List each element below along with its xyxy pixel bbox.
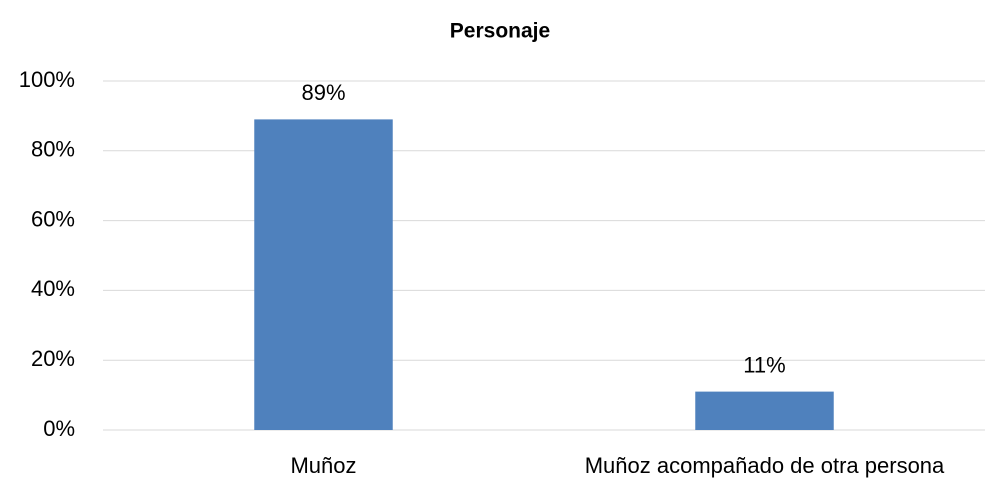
y-tick-label: 0% (43, 416, 75, 441)
y-tick-label: 80% (31, 137, 75, 162)
y-tick-label: 100% (19, 67, 75, 92)
data-label: 11% (743, 352, 785, 377)
bar (254, 119, 393, 430)
chart-title: Personaje (450, 20, 550, 43)
y-tick-label: 40% (31, 276, 75, 301)
data-label: 89% (301, 80, 345, 105)
y-tick-label: 20% (31, 346, 75, 371)
x-tick-label: Muñoz acompañado de otra persona (585, 453, 945, 478)
x-tick-label: Muñoz (290, 453, 356, 478)
y-tick-label: 60% (31, 206, 75, 231)
bar (695, 391, 834, 430)
